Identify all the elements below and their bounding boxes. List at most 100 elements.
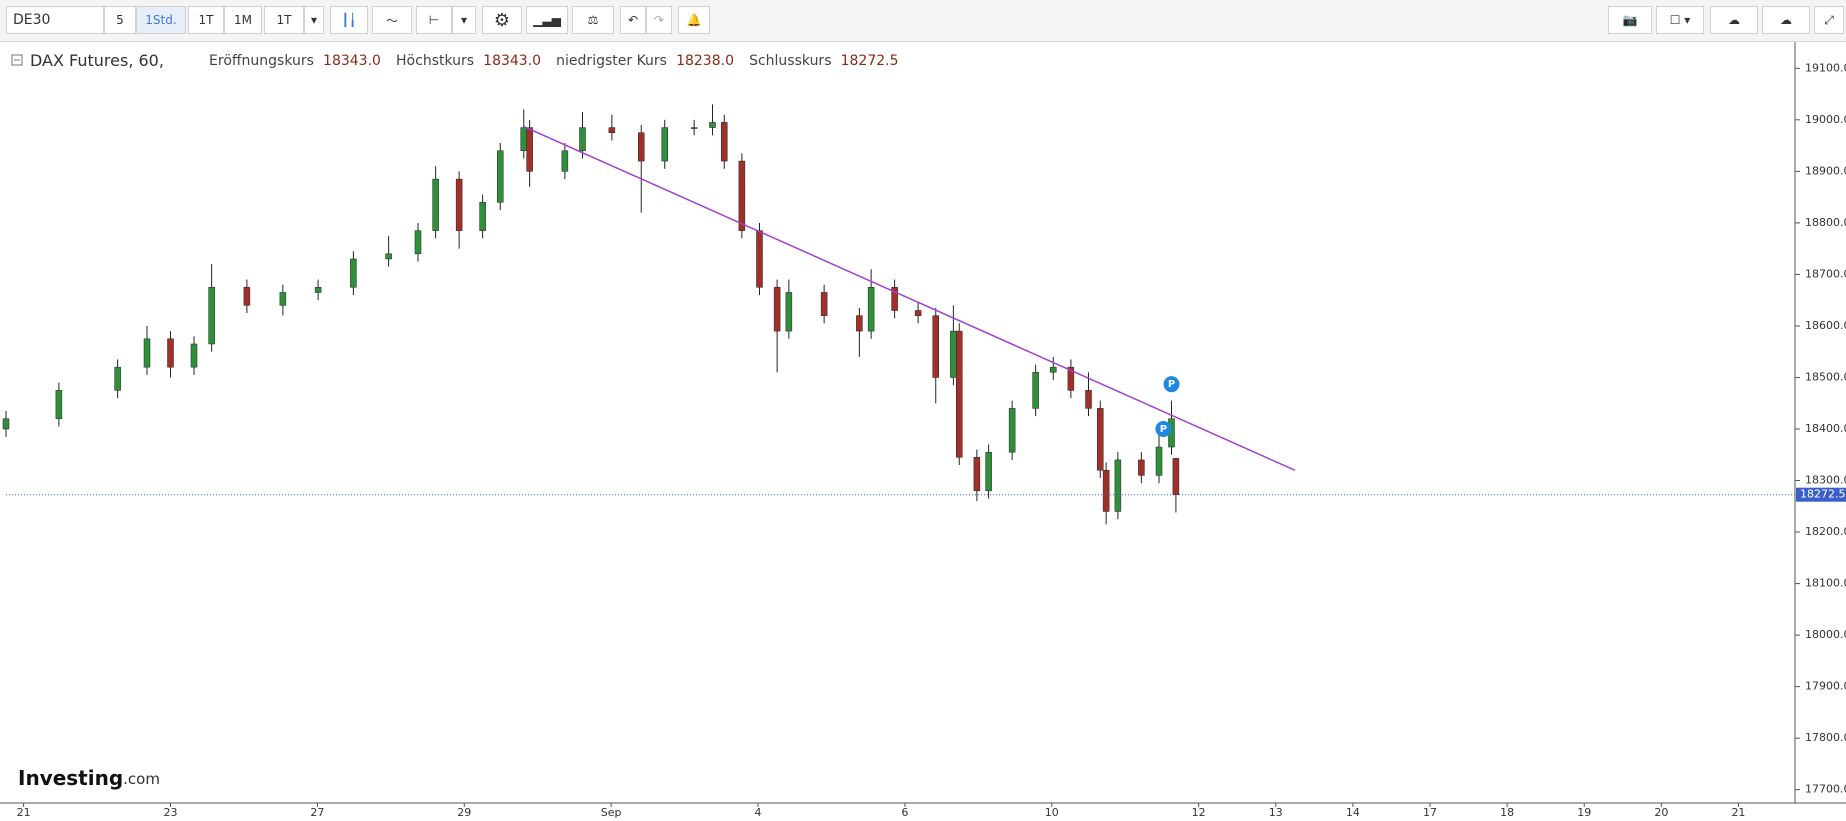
settings-icon[interactable]: ⚙ xyxy=(482,6,522,34)
draw-icon[interactable]: ⊢ xyxy=(416,6,452,34)
candle-body xyxy=(891,287,898,311)
trendline xyxy=(523,125,1296,471)
x-tick-label: 10 xyxy=(1045,806,1059,819)
candle-icon[interactable]: ┃╽ xyxy=(330,6,368,34)
candle-body xyxy=(785,292,793,332)
dropdown[interactable]: ▾ xyxy=(452,6,476,34)
interval-button[interactable]: 1T xyxy=(264,6,304,34)
x-tick-label: 20 xyxy=(1654,806,1668,819)
cloud-load-icon[interactable]: ☁ xyxy=(1710,6,1758,34)
logo-name: Investing xyxy=(18,766,123,790)
candle-body xyxy=(314,287,322,293)
legend-value: 18343.0 xyxy=(483,53,541,69)
candle-body xyxy=(167,338,174,368)
candle-body xyxy=(956,330,963,458)
candle-body xyxy=(950,330,957,378)
candle-body xyxy=(432,178,439,231)
x-tick-label: 29 xyxy=(457,806,471,819)
candle-body xyxy=(738,160,746,231)
y-tick-label: 18300.0 xyxy=(1805,474,1846,487)
candle-body xyxy=(479,202,486,231)
candle-body xyxy=(350,258,357,288)
last-price-label: 18272.5 xyxy=(1800,488,1846,501)
cloud-save-icon[interactable]: ☁ xyxy=(1762,6,1810,34)
candle-body xyxy=(526,127,533,172)
candle-body xyxy=(661,127,669,162)
x-tick-label: 14 xyxy=(1346,806,1360,819)
y-tick-label: 17800.0 xyxy=(1805,731,1846,744)
candle-body xyxy=(1050,366,1057,373)
y-tick-label: 18900.0 xyxy=(1805,164,1846,177)
candle-body xyxy=(973,457,981,492)
fullscreen-icon[interactable]: ⤢ xyxy=(1814,6,1844,34)
compare-icon[interactable]: ⚖ xyxy=(572,6,614,34)
candle-body xyxy=(756,230,763,288)
candle-body xyxy=(1008,408,1016,453)
candle-body xyxy=(985,451,992,492)
legend-label: niedrigster Kurs xyxy=(556,53,667,69)
marker-label: P xyxy=(1168,379,1175,390)
legend-value: 18343.0 xyxy=(323,53,381,69)
legend-value: 18238.0 xyxy=(676,53,734,69)
candle-body xyxy=(208,287,215,345)
candle-body xyxy=(497,150,504,203)
x-tick-label: 19 xyxy=(1577,806,1591,819)
candle-body xyxy=(720,122,728,162)
last-price-box xyxy=(1796,487,1846,502)
candle-body xyxy=(243,287,251,306)
candle-body xyxy=(1155,446,1163,476)
candle-body xyxy=(520,127,528,151)
candle-body xyxy=(561,150,569,172)
alert-icon[interactable]: 🔔 xyxy=(678,6,710,34)
redo-icon[interactable]: ↷ xyxy=(646,6,672,34)
legend-label: Eröffnungskurs xyxy=(209,53,314,69)
interval-button[interactable]: 1M xyxy=(224,6,262,34)
candle-body xyxy=(190,343,198,368)
legend-label: Höchstkurs xyxy=(396,53,474,69)
candle-body xyxy=(1102,469,1110,512)
x-tick-label: 13 xyxy=(1269,806,1283,819)
x-tick-label: 6 xyxy=(901,806,908,819)
candle-body xyxy=(143,338,151,368)
candle-body xyxy=(2,418,10,430)
candle-body xyxy=(455,178,463,231)
marker xyxy=(1155,421,1172,437)
candle-body xyxy=(932,315,940,378)
interval-button[interactable]: 1Std. xyxy=(136,6,186,34)
y-tick-label: 18100.0 xyxy=(1805,577,1846,590)
line-icon[interactable]: 〜 xyxy=(372,6,412,34)
legend-label: Schlusskurs xyxy=(749,53,831,69)
x-tick-label: 21 xyxy=(17,806,31,819)
candle-body xyxy=(1097,408,1104,471)
candle-body xyxy=(1172,458,1180,495)
interval-button[interactable]: 1T xyxy=(188,6,224,34)
y-tick-label: 19000.0 xyxy=(1805,113,1846,126)
x-tick-label: 27 xyxy=(310,806,324,819)
candle-body xyxy=(579,127,586,151)
candle-body xyxy=(1032,372,1039,409)
candle-body xyxy=(773,287,781,332)
marker xyxy=(1163,376,1180,393)
indicator-icon[interactable]: ▁▃▅ xyxy=(526,6,568,34)
interval-button[interactable]: 5 xyxy=(104,6,136,34)
y-tick-label: 17700.0 xyxy=(1805,783,1846,796)
candle-body xyxy=(608,127,616,133)
collapse-icon[interactable] xyxy=(11,54,23,66)
candle-body xyxy=(690,127,698,129)
symbol-input[interactable]: DE30 xyxy=(6,6,104,34)
candle-body xyxy=(867,287,875,332)
candle-body xyxy=(1085,390,1092,409)
x-tick-label: 12 xyxy=(1192,806,1206,819)
dropdown[interactable]: ▾ xyxy=(304,6,324,34)
x-tick-label: 23 xyxy=(164,806,178,819)
undo-icon[interactable]: ↶ xyxy=(620,6,646,34)
layout-icon[interactable]: ☐ ▾ xyxy=(1656,6,1704,34)
candle-body xyxy=(914,310,922,316)
y-tick-label: 18500.0 xyxy=(1805,370,1846,383)
candle-body xyxy=(638,132,645,162)
camera-icon[interactable]: 📷 xyxy=(1608,6,1652,34)
y-tick-label: 18800.0 xyxy=(1805,216,1846,229)
y-tick-label: 18400.0 xyxy=(1805,422,1846,435)
